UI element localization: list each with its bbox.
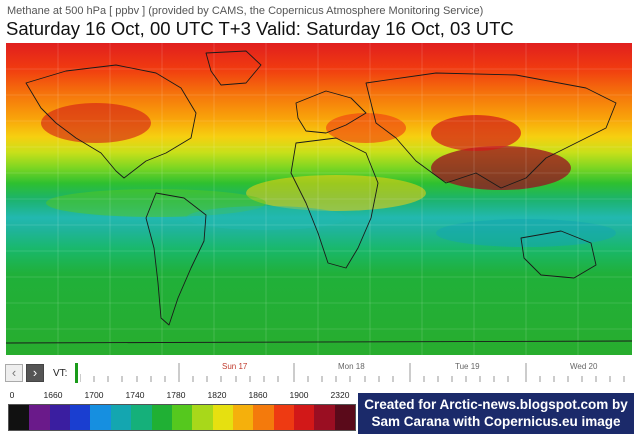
legend-label: 1700 — [84, 390, 104, 400]
map-graphics — [6, 43, 632, 355]
timeline-ticks — [79, 363, 625, 382]
credit-box: Created for Arctic-news.blogspot.com by … — [358, 393, 634, 434]
legend-label: 1820 — [207, 390, 227, 400]
legend-swatch — [70, 405, 91, 430]
legend-swatch — [232, 405, 254, 430]
legend-label: 1740 — [125, 390, 145, 400]
africa-outline — [290, 137, 379, 269]
legend-label: 1780 — [166, 390, 186, 400]
legend-swatch — [151, 405, 172, 430]
legend-swatch — [131, 405, 152, 430]
legend-label: 1860 — [248, 390, 268, 400]
map-subtitle: Methane at 500 hPa [ ppbv ] (provided by… — [7, 5, 484, 17]
greenland-outline — [205, 50, 262, 86]
europe-outline — [295, 90, 367, 134]
legend-label: 2320 — [330, 390, 350, 400]
legend-swatch — [49, 405, 71, 430]
legend-swatch — [212, 405, 233, 430]
legend-swatch — [334, 405, 356, 430]
timeline-track[interactable]: Sun 17 Mon 18 Tue 19 Wed 20 — [79, 360, 635, 386]
legend-swatch — [273, 405, 295, 430]
methane-map — [6, 43, 632, 355]
day-label-wed[interactable]: Wed 20 — [570, 362, 598, 371]
legend-swatch — [253, 405, 274, 430]
timeline-cursor[interactable] — [75, 363, 78, 383]
map-title: Saturday 16 Oct, 00 UTC T+3 Valid: Satur… — [6, 18, 514, 39]
legend-swatch — [171, 405, 193, 430]
legend-swatch — [90, 405, 111, 430]
credit-line-2: Sam Carana with Copernicus.eu image — [371, 414, 621, 429]
color-legend — [8, 404, 356, 431]
legend-label: 1900 — [289, 390, 309, 400]
day-label-mon[interactable]: Mon 18 — [338, 362, 365, 371]
credit-line-1: Created for Arctic-news.blogspot.com by — [364, 397, 628, 412]
north-america-outline — [25, 64, 197, 179]
legend-swatch — [9, 405, 30, 430]
legend-labels: 0 1660 1700 1740 1780 1820 1860 1900 232… — [0, 390, 360, 402]
legend-swatch — [314, 405, 335, 430]
legend-swatch — [29, 405, 50, 430]
timeline-bar: ‹ › VT: — [0, 360, 640, 386]
day-label-tue[interactable]: Tue 19 — [455, 362, 480, 371]
south-america-outline — [145, 192, 207, 326]
legend-label: 1660 — [43, 390, 63, 400]
legend-swatch — [110, 405, 132, 430]
legend-label: 0 — [9, 390, 15, 400]
timeline-prev-button[interactable]: ‹ — [5, 364, 23, 382]
timeline-next-button[interactable]: › — [26, 364, 44, 382]
vt-label: VT: — [53, 368, 68, 379]
legend-swatch — [294, 405, 315, 430]
legend-swatch — [192, 405, 213, 430]
antarctica-outline — [6, 340, 632, 344]
asia-outline — [365, 72, 617, 189]
day-label-sun[interactable]: Sun 17 — [222, 362, 248, 371]
australia-outline — [520, 230, 597, 279]
